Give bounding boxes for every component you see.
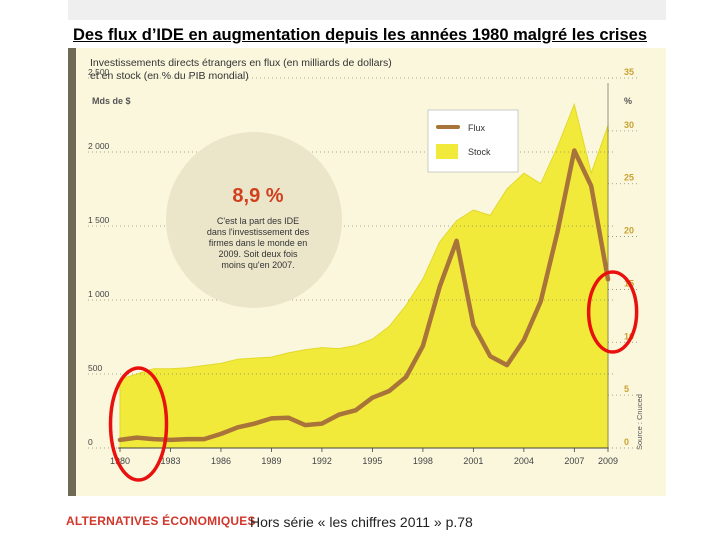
x-tick-label: 2001 [463, 456, 483, 466]
y-left-unit-label: Mds de $ [92, 96, 131, 106]
x-tick-label: 1986 [211, 456, 231, 466]
chart-left-edge [68, 48, 76, 496]
x-tick-label: 1980 [110, 456, 130, 466]
legend-stock-swatch [436, 144, 458, 159]
annotation-text: C'est la part des IDE dans l'investisseme… [207, 216, 310, 270]
x-tick-label: 1989 [261, 456, 281, 466]
y-left-tick-label: 0 [88, 437, 93, 447]
y-right-tick-label: 25 [624, 173, 634, 183]
annotation: 8,9 % C'est la part des IDE dans l'investi… [166, 132, 342, 308]
legend-flux-swatch [436, 125, 460, 129]
y-left-tick-label: 2 500 [88, 67, 110, 77]
x-tick-label: 2009 [598, 456, 618, 466]
y-right-tick-label: 5 [624, 384, 629, 394]
y-left-tick-label: 1 500 [88, 215, 110, 225]
x-tick-label: 1992 [312, 456, 332, 466]
legend-stock-label: Stock [468, 147, 491, 157]
highlight-2009 [586, 270, 639, 354]
annotation-bubble [166, 132, 342, 308]
chart-frame: Investissements directs étrangers en flu… [68, 48, 666, 496]
y-left-tick-label: 1 000 [88, 289, 110, 299]
slide-title: Des flux d’IDE en augmentation depuis le… [72, 26, 648, 44]
chart-source-label: Source : Cnuced [635, 394, 644, 450]
highlight-1980 [108, 366, 169, 482]
y-right-unit-label: % [624, 96, 632, 106]
legend-box [427, 109, 519, 173]
legend-flux-label: Flux [468, 123, 486, 133]
y-right-tick-label: 10 [624, 331, 634, 341]
x-tick-label: 1983 [160, 456, 180, 466]
y-right-tick-label: 30 [624, 120, 634, 130]
top-image-strip [68, 0, 666, 20]
y-right-tick-label: 35 [624, 67, 634, 77]
y-right-tick-label: 20 [624, 226, 634, 236]
chart-title: Investissements directs étrangers en flu… [90, 57, 392, 82]
ide-chart: Investissements directs étrangers en flu… [68, 48, 666, 496]
x-tick-label: 2004 [514, 456, 534, 466]
annotation-value: 8,9 % [232, 185, 283, 207]
flux-line [117, 148, 611, 443]
y-right-tick-label: 0 [624, 437, 629, 447]
legend: Flux Stock [427, 109, 519, 173]
stock-area [119, 102, 609, 449]
y-left-tick-label: 2 000 [88, 141, 110, 151]
y-left-tick-label: 500 [88, 363, 102, 373]
source-citation: Hors série « les chiffres 2011 » p.78 [250, 514, 473, 530]
x-tick-label: 2007 [564, 456, 584, 466]
x-tick-label: 1995 [362, 456, 382, 466]
x-tick-label: 1998 [413, 456, 433, 466]
publisher-logo: ALTERNATIVES ÉCONOMIQUES [66, 514, 256, 528]
